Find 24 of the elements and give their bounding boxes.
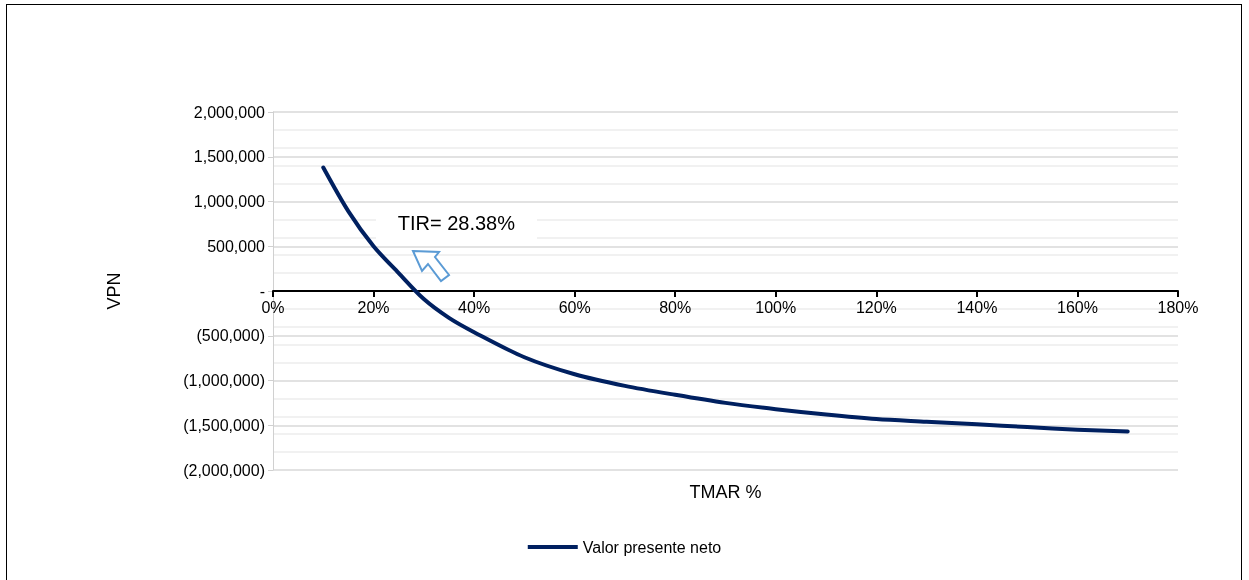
y-tick-label: - [259, 282, 265, 300]
y-tick-label: 2,000,000 [193, 103, 266, 121]
x-tick-label: 40% [458, 298, 491, 316]
line-series [321, 165, 1130, 434]
y-tick-label: (1,000,000) [183, 372, 265, 389]
y-tick-label: (500,000) [196, 327, 265, 345]
x-tick-label: 140% [956, 298, 998, 316]
x-tick-label: 60% [558, 298, 591, 316]
x-tick-label: 20% [357, 298, 390, 316]
y-tick-label: 1,000,000 [193, 193, 266, 210]
x-tick-label: 100% [755, 298, 797, 316]
x-axis-title: TMAR % [689, 482, 762, 502]
y-tick-label: (1,500,000) [183, 416, 265, 434]
y-tick-label: (2,000,000) [183, 461, 265, 479]
legend-label: Valor presente neto [582, 538, 722, 556]
y-axis-title: VPN [104, 272, 124, 310]
x-tick-label: 160% [1056, 298, 1098, 316]
y-tick-label: 1,500,000 [193, 148, 266, 166]
x-tick-label: 120% [855, 298, 897, 316]
annotation: TIR= 28.38% [375, 204, 537, 243]
x-tick-label: 0% [261, 298, 285, 316]
x-tick-label: 80% [659, 298, 692, 316]
x-tick-label: 180% [1157, 298, 1199, 316]
y-tick-label: 500,000 [207, 237, 266, 255]
